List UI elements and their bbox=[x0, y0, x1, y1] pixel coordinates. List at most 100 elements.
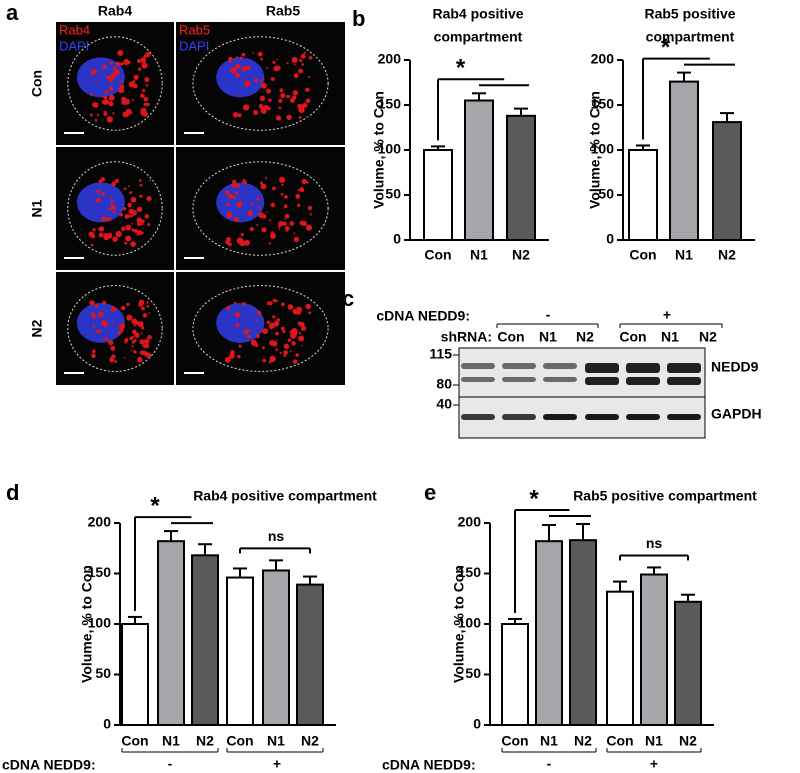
group-name: + bbox=[273, 756, 281, 772]
vesicle bbox=[117, 49, 124, 56]
vesicle bbox=[89, 113, 93, 117]
band bbox=[667, 414, 701, 420]
vesicle bbox=[98, 232, 104, 238]
vesicle bbox=[281, 183, 284, 186]
vesicle bbox=[302, 109, 305, 113]
vesicle bbox=[284, 218, 286, 220]
vesicle bbox=[293, 63, 296, 66]
vesicle bbox=[225, 239, 231, 245]
vesicle bbox=[141, 219, 145, 224]
vesicle bbox=[130, 196, 137, 203]
vesicle bbox=[280, 326, 285, 331]
vesicle bbox=[101, 192, 105, 196]
vesicle bbox=[256, 197, 260, 201]
vesicle bbox=[232, 111, 239, 118]
vesicle bbox=[266, 211, 268, 213]
vesicle bbox=[137, 67, 142, 71]
vesicle bbox=[271, 343, 274, 346]
vesicle bbox=[132, 85, 135, 88]
vesicle bbox=[115, 61, 121, 67]
marker-label: 40 bbox=[436, 396, 452, 412]
vesicle bbox=[275, 348, 279, 351]
vesicle bbox=[228, 194, 233, 199]
lane-label: N2 bbox=[699, 329, 717, 345]
vesicle bbox=[270, 202, 276, 208]
vesicle bbox=[286, 114, 292, 121]
vesicle bbox=[266, 301, 271, 306]
vesicle bbox=[235, 323, 240, 328]
vesicle bbox=[254, 78, 259, 83]
y-tick-label: 50 bbox=[385, 186, 401, 202]
vesicle bbox=[146, 304, 150, 308]
vesicle bbox=[283, 343, 290, 350]
vesicle bbox=[112, 112, 115, 115]
column-label: Rab5 bbox=[266, 3, 300, 19]
vesicle bbox=[261, 227, 267, 233]
vesicle bbox=[226, 212, 233, 219]
vesicle bbox=[137, 221, 142, 227]
vesicle bbox=[101, 319, 108, 326]
vesicle bbox=[139, 183, 143, 187]
vesicle bbox=[233, 301, 237, 305]
significance: * bbox=[529, 485, 539, 512]
vesicle bbox=[143, 338, 150, 345]
vesicle bbox=[136, 233, 139, 236]
vesicle bbox=[139, 93, 145, 99]
vesicle bbox=[137, 321, 144, 328]
vesicle bbox=[122, 207, 127, 211]
vesicle bbox=[276, 338, 278, 341]
vesicle bbox=[108, 86, 114, 91]
vesicle bbox=[230, 350, 235, 355]
vesicle bbox=[112, 236, 118, 242]
channel-label: Rab5 bbox=[179, 22, 210, 37]
vesicle bbox=[299, 321, 305, 328]
vesicle bbox=[275, 299, 279, 303]
panel-label: b bbox=[352, 6, 365, 31]
vesicle bbox=[279, 176, 286, 183]
vesicle bbox=[147, 334, 152, 340]
vesicle bbox=[113, 69, 120, 76]
vesicle bbox=[139, 321, 143, 324]
vesicle bbox=[230, 67, 237, 74]
y-tick-label: 0 bbox=[103, 716, 111, 732]
cell-outline bbox=[192, 285, 329, 372]
y-tick-label: 150 bbox=[378, 96, 402, 112]
vesicle bbox=[235, 72, 241, 78]
vesicle bbox=[257, 310, 262, 316]
vesicle bbox=[103, 95, 108, 100]
vesicle bbox=[259, 95, 266, 101]
vesicle bbox=[94, 118, 98, 122]
vesicle bbox=[142, 350, 148, 356]
x-tick-label: N2 bbox=[301, 733, 319, 749]
lane-label: N2 bbox=[576, 329, 594, 345]
vesicle bbox=[146, 301, 149, 304]
nucleus bbox=[76, 57, 125, 98]
vesicle bbox=[244, 80, 251, 87]
vesicle bbox=[257, 206, 261, 210]
vesicle bbox=[92, 228, 96, 232]
vesicle bbox=[299, 59, 303, 63]
y-tick-label: 100 bbox=[88, 615, 112, 631]
x-tick-label: N1 bbox=[540, 733, 558, 749]
vesicle bbox=[140, 57, 146, 64]
bar bbox=[569, 539, 597, 726]
vesicle bbox=[142, 88, 146, 93]
y-tick-label: 50 bbox=[95, 665, 111, 681]
vesicle bbox=[308, 311, 312, 315]
vesicle bbox=[235, 57, 237, 60]
vesicle bbox=[240, 232, 244, 237]
vesicle bbox=[259, 79, 262, 82]
bar bbox=[628, 149, 658, 241]
significance: * bbox=[661, 34, 671, 61]
vesicle bbox=[90, 70, 96, 76]
vesicle bbox=[120, 329, 124, 333]
vesicle bbox=[234, 312, 241, 318]
vesicle bbox=[120, 88, 125, 93]
vesicle bbox=[292, 308, 299, 315]
vesicle bbox=[297, 103, 303, 109]
vesicle bbox=[247, 334, 251, 339]
vesicle bbox=[268, 242, 271, 245]
vesicle bbox=[262, 78, 265, 81]
vesicle bbox=[292, 359, 298, 364]
vesicle bbox=[91, 334, 94, 336]
